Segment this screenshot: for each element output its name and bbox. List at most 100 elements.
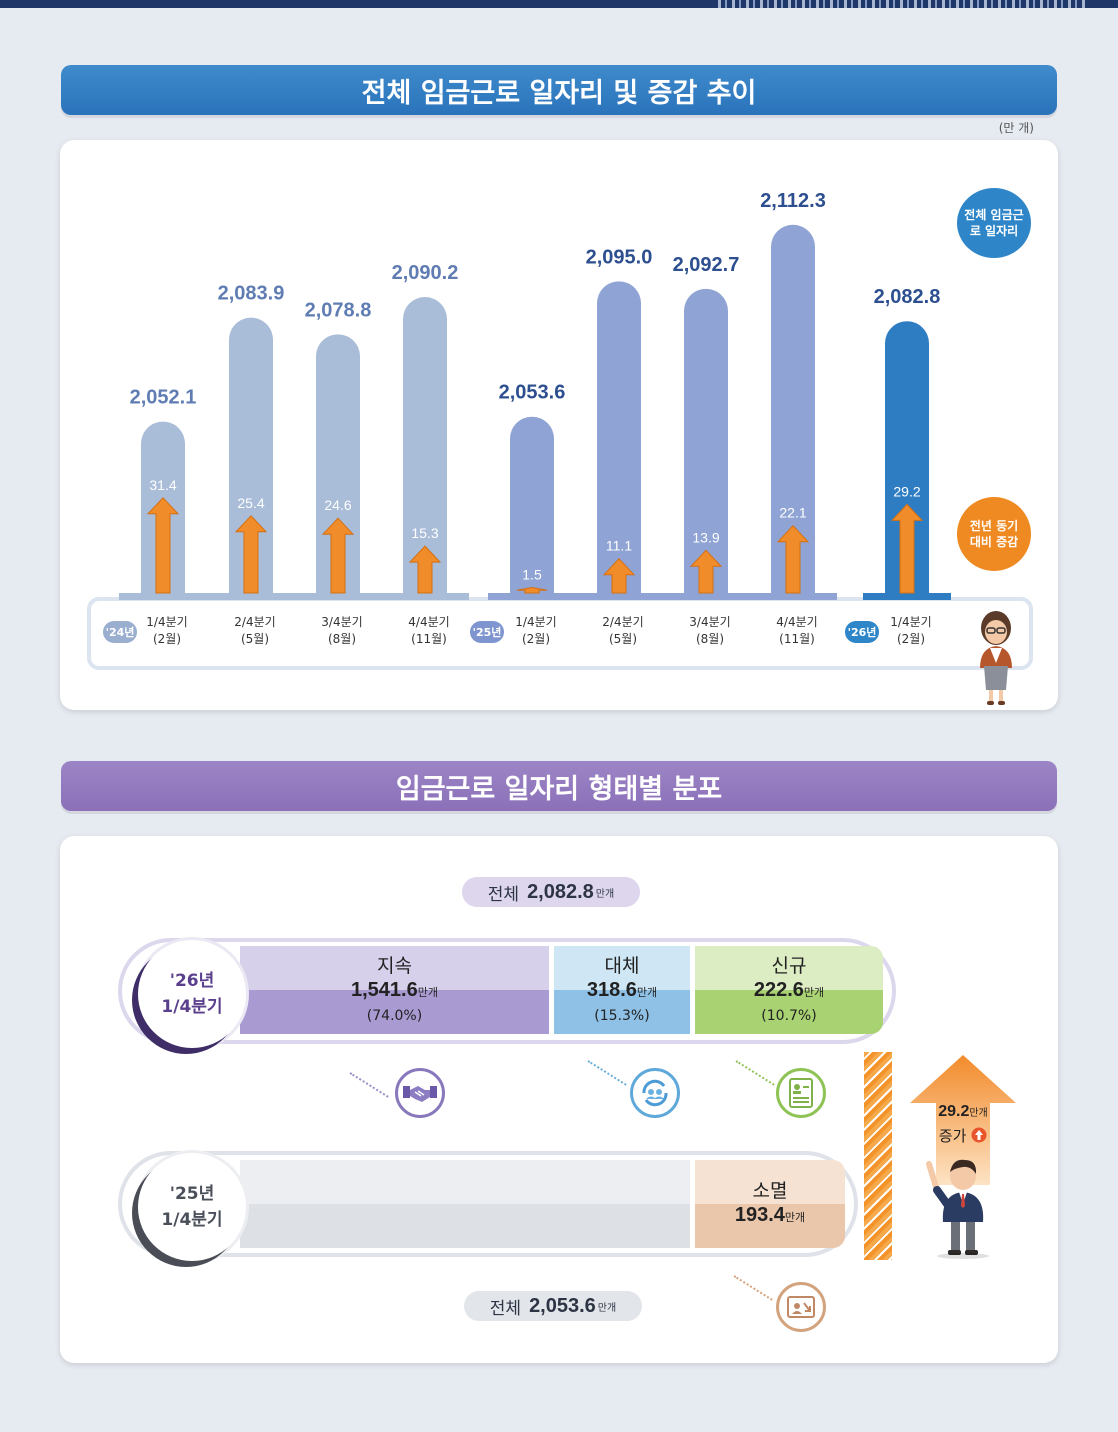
section1-title: 전체 임금근로 일자리 및 증감 추이 — [61, 65, 1057, 115]
segment-jisok: 지속 1,541.6만개 (74.0%) — [240, 946, 549, 1034]
singyu-unit: 만개 — [803, 986, 825, 999]
unit-label: (만 개) — [998, 121, 1034, 135]
increase-value: 29.2 — [938, 1103, 970, 1120]
x-tick-label-7: 4/4분기 (11월) — [757, 614, 837, 648]
year-badge-0: '24년 — [103, 621, 137, 643]
change-value-label-7: 22.1 — [779, 505, 806, 521]
removal-icon — [776, 1282, 826, 1332]
x-tick-quarter-5: 2/4분기 — [602, 615, 644, 629]
x-tick-month-8: (2월) — [896, 632, 926, 646]
row-2026-year: '26년 — [169, 971, 215, 991]
x-tick-label-4: 1/4분기 (2월) — [496, 614, 576, 648]
change-value-label-2: 24.6 — [324, 497, 351, 513]
trend-chart: 2,052.1 31.4 2,083.9 25.4 2,078.8 24.6 2,090.2… — [119, 190, 951, 600]
daeche-name: 대체 — [604, 954, 640, 977]
segment-daeche: 대체 318.6만개 (15.3%) — [554, 946, 690, 1034]
row-2025-label: '25년 1/4분기 — [138, 1153, 246, 1261]
change-value-label-8: 29.2 — [893, 483, 920, 499]
total-2026-value: 2,082.8 — [527, 880, 594, 903]
singyu-name: 신규 — [771, 954, 807, 977]
increase-label: 증가 — [938, 1127, 967, 1145]
change-arrow-3 — [408, 545, 442, 594]
change-arrow-5 — [602, 557, 636, 594]
x-tick-quarter-4: 1/4분기 — [515, 615, 557, 629]
total-value-label-3: 2,090.2 — [392, 262, 459, 284]
row-2026-label: '26년 1/4분기 — [138, 940, 246, 1048]
change-arrow-2 — [321, 517, 355, 594]
jisok-unit: 만개 — [417, 986, 438, 999]
total-2025-prefix: 전체 — [489, 1298, 522, 1319]
total-value-label-0: 2,052.1 — [130, 387, 197, 409]
daeche-value: 318.6 — [586, 978, 637, 1001]
daeche-unit: 만개 — [636, 986, 658, 999]
increase-text: 29.2만개 증가 — [913, 1100, 1013, 1147]
change-value-label-5: 11.1 — [606, 538, 632, 554]
total-bar-1 — [229, 317, 273, 596]
x-tick-month-3: (11월) — [411, 632, 447, 646]
x-tick-label-5: 2/4분기 (5월) — [583, 614, 663, 648]
top-bar-decoration — [718, 0, 1088, 8]
segment-singyu: 신규 222.6만개 (10.7%) — [695, 946, 883, 1034]
daeche-value-line: 318.6만개 — [587, 978, 657, 1005]
rotation-icon — [630, 1068, 680, 1118]
baseline-1 — [488, 593, 837, 600]
new-document-icon — [776, 1068, 826, 1118]
x-tick-month-1: (5월) — [240, 632, 270, 646]
x-tick-month-2: (8월) — [327, 632, 357, 646]
singyu-value-line: 222.6만개 — [754, 978, 824, 1005]
x-tick-label-6: 3/4분기 (8월) — [670, 614, 750, 648]
jisok-value: 1,541.6 — [351, 978, 418, 1001]
baseline-0 — [119, 593, 469, 600]
legend-change-text: 전년 동기대비 증감 — [969, 519, 1019, 549]
x-tick-month-4: (2월) — [521, 632, 551, 646]
segment-2025-continued — [240, 1160, 690, 1248]
total-value-label-8: 2,082.8 — [874, 286, 941, 308]
x-tick-label-1: 2/4분기 (5월) — [215, 614, 295, 648]
total-value-label-7: 2,112.3 — [760, 190, 826, 212]
total-bar-3 — [403, 297, 447, 596]
jisok-name: 지속 — [377, 954, 412, 977]
change-arrow-0 — [146, 497, 180, 594]
x-tick-label-3: 4/4분기 (11월) — [389, 614, 469, 648]
singyu-value: 222.6 — [753, 978, 804, 1001]
change-value-label-3: 15.3 — [411, 525, 438, 541]
somyeol-unit: 만개 — [784, 1211, 806, 1224]
total-2025-unit: 만개 — [597, 1302, 617, 1314]
x-tick-month-0: (2월) — [152, 632, 182, 646]
total-2026-unit: 만개 — [595, 888, 615, 900]
increase-unit: 만개 — [969, 1108, 988, 1119]
increase-arrow — [910, 1055, 1016, 1185]
x-tick-quarter-7: 4/4분기 — [776, 615, 818, 629]
change-value-label-1: 25.4 — [237, 495, 264, 511]
jisok-value-line: 1,541.6만개 — [351, 978, 438, 1005]
somyeol-value-line: 193.4만개 — [735, 1203, 805, 1230]
change-value-label-4: 1.5 — [522, 567, 542, 583]
total-2026-prefix: 전체 — [487, 884, 520, 905]
baseline-2 — [863, 593, 951, 600]
total-bar-4 — [510, 416, 554, 596]
change-arrow-8 — [890, 503, 924, 594]
x-tick-label-2: 3/4분기 (8월) — [302, 614, 382, 648]
jisok-pct: (74.0%) — [366, 1007, 423, 1024]
up-arrow-icon — [971, 1127, 987, 1143]
x-tick-quarter-3: 4/4분기 — [408, 615, 450, 629]
top-bar — [0, 0, 1118, 8]
man-illustration — [926, 1159, 989, 1259]
year-badge-1: '25년 — [470, 621, 504, 643]
row-2025-year: '25년 — [169, 1184, 215, 1204]
x-tick-month-5: (5월) — [608, 632, 638, 646]
handshake-icon — [395, 1068, 445, 1118]
total-bar-7 — [771, 224, 815, 596]
legend-total-bubble: 전체 임금근로 일자리 — [957, 188, 1031, 258]
change-arrow-6 — [689, 549, 723, 594]
segment-somyeol: 소멸 193.4만개 — [695, 1160, 845, 1248]
woman-illustration — [980, 611, 1012, 705]
total-value-label-2: 2,078.8 — [305, 299, 372, 321]
total-value-label-4: 2,053.6 — [499, 382, 566, 404]
x-tick-quarter-8: 1/4분기 — [890, 615, 932, 629]
x-tick-quarter-6: 3/4분기 — [689, 615, 731, 629]
x-tick-quarter-1: 2/4분기 — [234, 615, 276, 629]
total-value-label-5: 2,095.0 — [586, 246, 653, 268]
x-tick-label-0: 1/4분기 (2월) — [127, 614, 207, 648]
x-tick-quarter-2: 3/4분기 — [321, 615, 363, 629]
